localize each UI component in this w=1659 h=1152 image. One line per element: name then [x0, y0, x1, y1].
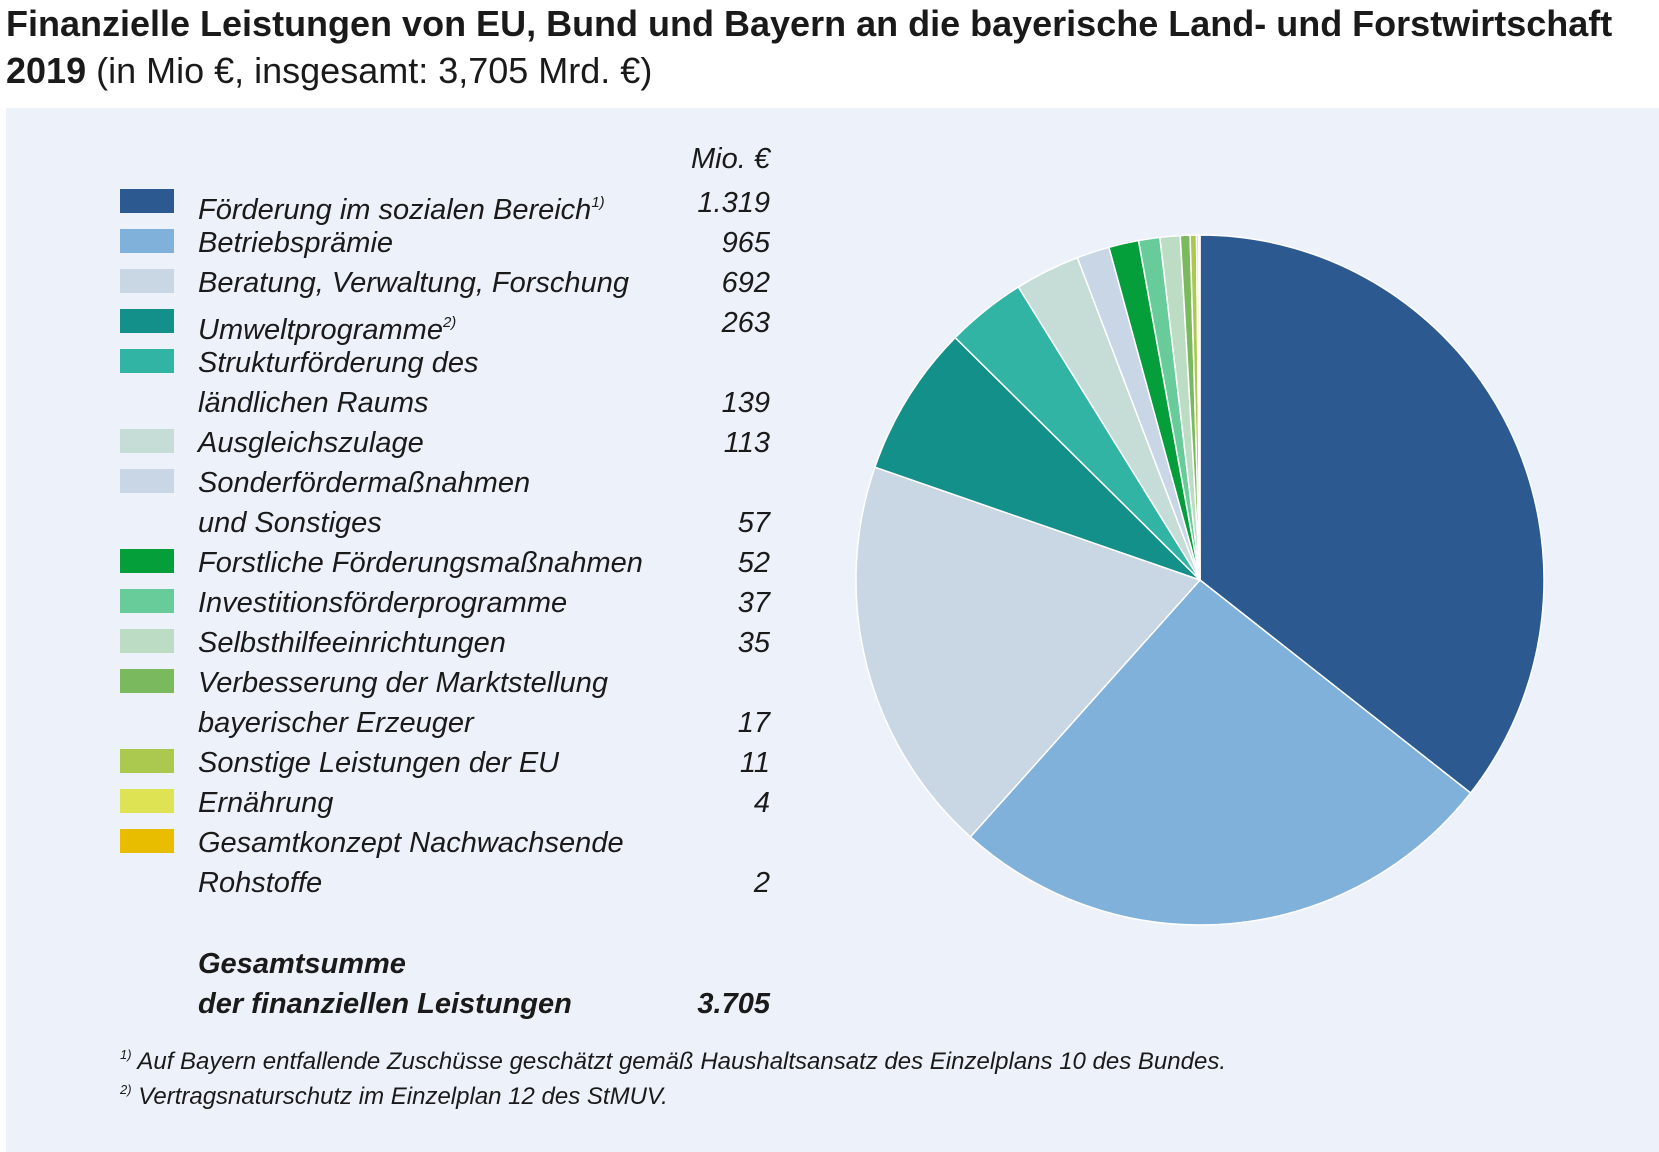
total-label: Gesamtsumme der finanziellen Leistungen	[198, 944, 658, 1024]
legend-label-line2: bayerischer Erzeuger	[198, 707, 474, 739]
legend-swatch	[120, 549, 174, 573]
legend-value: 1.319	[697, 187, 770, 219]
pie-slice	[855, 466, 1201, 838]
legend-label-line1: Förderung im sozialen Bereich	[198, 194, 592, 226]
legend-label: Ernährung	[198, 783, 658, 823]
chart-title-unit: (in Mio €, insgesamt: 3,705 Mrd. €)	[86, 50, 653, 91]
legend-label: Betriebsprämie	[198, 223, 658, 263]
footnote-mark: 2)	[442, 314, 457, 331]
legend-value: 11	[739, 747, 770, 779]
legend-label-line1: Beratung, Verwaltung, Forschung	[198, 267, 629, 299]
legend-swatch	[120, 669, 174, 693]
footnote-mark: 1)	[591, 194, 605, 211]
value-column-header: Mio. €	[691, 143, 770, 175]
legend-label-line1: Sonderfördermaßnahmen	[198, 467, 531, 499]
chart-title-main: Finanzielle Leistungen von EU, Bund und …	[6, 3, 1613, 91]
footnote-2: 2) Vertragsnaturschutz im Einzelplan 12 …	[120, 1073, 1520, 1114]
legend-label: Förderung im sozialen Bereich1)	[198, 183, 658, 230]
legend-swatch	[120, 349, 174, 373]
legend-value: 965	[721, 227, 770, 259]
legend-label-line1: Investitionsförderprogramme	[198, 587, 568, 619]
legend-swatch	[120, 309, 174, 333]
legend-value: 263	[721, 307, 770, 339]
legend-label-line1: Strukturförderung des	[198, 347, 479, 379]
legend-value: 35	[737, 627, 770, 659]
total-value: 3.705	[697, 988, 770, 1020]
legend-label-line1: Forstliche Förderungsmaßnahmen	[198, 547, 643, 579]
legend-swatch	[120, 269, 174, 293]
legend-label: Strukturförderung des ländlichen Raums	[198, 343, 658, 423]
total-label-line2: der finanziellen Leistungen	[198, 988, 572, 1020]
legend-label: Forstliche Förderungsmaßnahmen	[198, 543, 658, 583]
legend-label-line1: Sonstige Leistungen der EU	[198, 747, 560, 779]
legend-value: 52	[737, 547, 770, 579]
legend-label-line1: Gesamtkonzept Nachwachsende	[198, 827, 624, 859]
legend-label: Sonderfördermaßnahmen und Sonstiges	[198, 463, 658, 543]
legend-value: 4	[753, 787, 770, 819]
legend-label: Beratung, Verwaltung, Forschung	[198, 263, 658, 303]
legend-value: 17	[737, 707, 770, 739]
legend-value: 113	[723, 427, 770, 459]
legend-label-line2: ländlichen Raums	[198, 387, 429, 419]
legend-label: Sonstige Leistungen der EU	[198, 743, 658, 783]
legend-value: 139	[721, 387, 770, 419]
footnote-2-mark: 2)	[120, 1082, 132, 1097]
legend-swatch	[120, 229, 174, 253]
pie-chart	[855, 234, 1545, 926]
chart-title: Finanzielle Leistungen von EU, Bund und …	[6, 0, 1646, 94]
total-label-line1: Gesamtsumme	[198, 948, 406, 980]
legend-swatch	[120, 429, 174, 453]
pie-slice	[874, 336, 1201, 581]
legend-label-line2: Rohstoffe	[198, 867, 323, 899]
legend-value: 37	[737, 587, 770, 619]
legend-label: Verbesserung der Marktstellung bayerische…	[198, 663, 658, 743]
legend-swatch	[120, 589, 174, 613]
legend-swatch	[120, 789, 174, 813]
legend-label-line1: Betriebsprämie	[198, 227, 394, 259]
legend-label-line1: Ernährung	[198, 787, 334, 819]
legend-label-line2: und Sonstiges	[198, 507, 382, 539]
legend-label-line1: Ausgleichszulage	[198, 427, 424, 459]
legend-label: Investitionsförderprogramme	[198, 583, 658, 623]
legend-label: Umweltprogramme2)	[198, 303, 658, 350]
legend-value: 692	[721, 267, 770, 299]
legend-swatch	[120, 469, 174, 493]
legend-swatch	[120, 829, 174, 853]
pie-slice	[1198, 234, 1201, 581]
legend-label: Selbsthilfeeinrichtungen	[198, 623, 658, 663]
legend-label-line1: Umweltprogramme	[198, 314, 443, 346]
legend-label-line1: Selbsthilfeeinrichtungen	[198, 627, 506, 659]
legend-value: 2	[753, 867, 770, 899]
footnote-2-text: Vertragsnaturschutz im Einzelplan 12 des…	[131, 1083, 668, 1110]
legend-swatch	[120, 189, 174, 213]
legend-label: Gesamtkonzept Nachwachsende Rohstoffe	[198, 823, 658, 903]
legend-value: 57	[737, 507, 770, 539]
pie-slice	[969, 579, 1472, 926]
footnote-1-mark: 1)	[120, 1047, 132, 1062]
legend-swatch	[120, 629, 174, 653]
footnote-1-text: Auf Bayern entfallende Zuschüsse geschät…	[131, 1048, 1226, 1075]
legend-label-line1: Verbesserung der Marktstellung	[198, 667, 608, 699]
pie-slice	[1199, 234, 1545, 794]
legend-swatch	[120, 749, 174, 773]
footnote-1: 1) Auf Bayern entfallende Zuschüsse gesc…	[120, 1038, 1520, 1079]
legend-label: Ausgleichszulage	[198, 423, 658, 463]
